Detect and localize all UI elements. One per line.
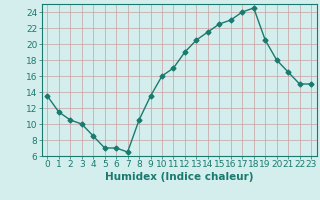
X-axis label: Humidex (Indice chaleur): Humidex (Indice chaleur) — [105, 172, 253, 182]
